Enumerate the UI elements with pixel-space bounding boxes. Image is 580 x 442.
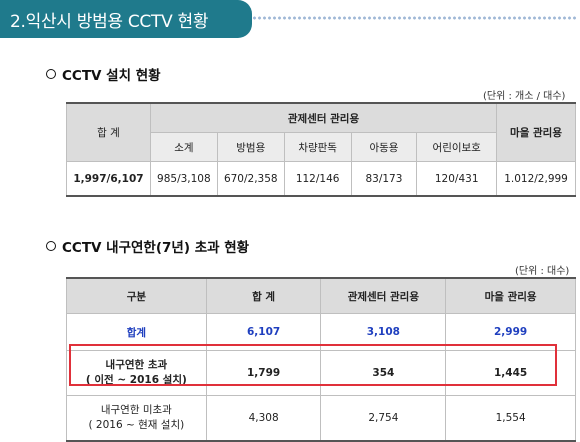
sub-header-subtotal: 소계	[149, 132, 218, 162]
circle-bullet-icon	[46, 69, 56, 79]
sum-control-center: 3,108	[320, 313, 447, 351]
cctv-install-table: 합 계 관제센터 관리용 마을 관리용 소계 방범용 차량판독 아동용 어린이보…	[66, 102, 576, 197]
durability-table: 구분 합 계 관제센터 관리용 마을 관리용 합계 6,107 3,108 2,…	[66, 277, 576, 442]
sub-header-vehicle: 차량판독	[283, 132, 352, 162]
section1-unit: (단위 : 개소 / 대수)	[483, 91, 566, 102]
school-zone-value: 120/431	[416, 161, 498, 197]
under-total: 4,308	[205, 395, 322, 442]
header-total: 합 계	[205, 277, 322, 314]
header-category: 구분	[66, 277, 207, 314]
total-value: 1,997/6,107	[66, 161, 151, 197]
circle-bullet-icon	[46, 241, 56, 251]
sum-label: 합계	[66, 313, 207, 351]
slide-title-bar: 2.익산시 방범용 CCTV 현황	[0, 0, 252, 38]
vehicle-value: 112/146	[283, 161, 352, 197]
over-total: 1,799	[205, 350, 322, 396]
village-value: 1.012/2,999	[496, 161, 576, 197]
over-control-center: 354	[320, 350, 447, 396]
subtotal-value: 985/3,108	[149, 161, 218, 197]
under-village: 1,554	[445, 395, 576, 442]
village-header: 마을 관리용	[496, 102, 576, 162]
sub-header-school-zone: 어린이보호	[416, 132, 498, 162]
over-label-line2: ( 이전 ~ 2016 설치)	[85, 374, 187, 386]
child-value: 83/173	[350, 161, 418, 197]
under-label: 내구연한 미초과 ( 2016 ~ 현재 설치)	[66, 395, 207, 442]
sub-header-child: 아동용	[350, 132, 418, 162]
crime-value: 670/2,358	[216, 161, 285, 197]
total-header: 합 계	[66, 102, 151, 162]
slide-title: 2.익산시 방범용 CCTV 현황	[10, 11, 209, 32]
over-label: 내구연한 초과 ( 이전 ~ 2016 설치)	[66, 350, 207, 396]
dotted-divider	[252, 16, 576, 20]
header-village: 마을 관리용	[445, 277, 576, 314]
sum-total: 6,107	[205, 313, 322, 351]
sub-header-crime: 방범용	[216, 132, 285, 162]
under-control-center: 2,754	[320, 395, 447, 442]
section2-title-text: CCTV 내구연한(7년) 초과 현황	[62, 240, 250, 256]
over-label-line1: 내구연한 초과	[105, 359, 168, 371]
section1-title-text: CCTV 설치 현황	[62, 68, 161, 84]
section2-title: CCTV 내구연한(7년) 초과 현황	[46, 236, 249, 256]
section1-title: CCTV 설치 현황	[46, 64, 161, 84]
under-label-line1: 내구연한 미초과	[100, 404, 172, 416]
header-control-center: 관제센터 관리용	[320, 277, 447, 314]
under-label-line2: ( 2016 ~ 현재 설치)	[88, 419, 185, 431]
section2-unit: (단위 : 대수)	[515, 266, 570, 277]
control-center-header: 관제센터 관리용	[149, 102, 498, 133]
over-village: 1,445	[445, 350, 576, 396]
sum-village: 2,999	[445, 313, 576, 351]
